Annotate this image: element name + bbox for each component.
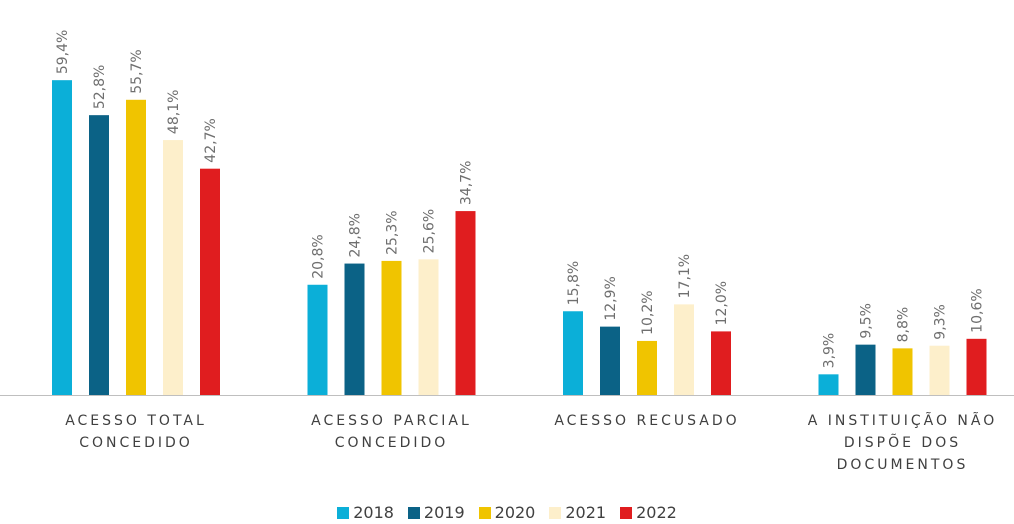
legend-swatch xyxy=(549,506,562,519)
legend-swatch xyxy=(478,506,491,519)
value-label: 25,3% xyxy=(385,210,401,254)
bar xyxy=(674,304,694,395)
bar xyxy=(307,284,328,395)
bar xyxy=(455,211,476,395)
bar xyxy=(344,263,365,395)
legend-label: 2021 xyxy=(565,503,607,522)
legend-item: 2021 xyxy=(549,503,606,522)
bar xyxy=(52,80,72,396)
bar xyxy=(711,331,731,395)
value-label: 42,7% xyxy=(203,118,219,162)
legend-item: 2019 xyxy=(407,503,465,522)
category-label: ACESSO RECUSADO xyxy=(554,413,740,429)
value-label: 55,7% xyxy=(129,49,145,93)
bar xyxy=(89,115,109,395)
value-label: 12,0% xyxy=(714,281,730,325)
bar xyxy=(600,326,620,395)
value-label: 8,8% xyxy=(896,307,912,343)
value-label: 20,8% xyxy=(311,234,327,278)
bar xyxy=(855,344,876,395)
bar xyxy=(418,259,439,395)
bar xyxy=(163,140,183,395)
legend-item: 2018 xyxy=(337,503,394,522)
category-label: A INSTITUIÇÃO NÃO DISPÕE DOS DOCUMENTOS xyxy=(807,413,998,473)
bar xyxy=(892,348,913,395)
legend-item: 2020 xyxy=(478,503,536,522)
legend-swatch xyxy=(407,506,420,519)
value-label: 48,1% xyxy=(166,90,182,134)
legend-label: 2022 xyxy=(636,503,677,522)
value-label: 15,8% xyxy=(566,261,582,305)
bar xyxy=(929,345,950,395)
value-label: 25,6% xyxy=(422,209,438,253)
value-label: 59,4% xyxy=(55,30,71,74)
bar xyxy=(381,260,402,395)
legend-swatch xyxy=(337,506,350,519)
bar xyxy=(818,374,839,395)
category-label: ACESSO TOTAL CONCEDIDO xyxy=(65,413,207,451)
value-label: 12,9% xyxy=(603,276,619,320)
legend-swatch xyxy=(620,506,633,519)
value-label: 17,1% xyxy=(677,254,693,298)
value-label: 34,7% xyxy=(459,161,475,205)
bar xyxy=(563,311,583,395)
value-label: 24,8% xyxy=(348,213,364,257)
value-label: 3,9% xyxy=(822,333,838,369)
value-label: 10,6% xyxy=(970,288,986,332)
legend: 2018 2019 2020 2021 2022 xyxy=(0,503,1014,522)
value-label: 10,2% xyxy=(640,290,656,334)
bar xyxy=(126,99,146,395)
bar xyxy=(637,340,657,395)
bar xyxy=(966,338,987,395)
legend-label: 2020 xyxy=(494,503,536,522)
value-label: 52,8% xyxy=(92,65,108,109)
value-label: 9,3% xyxy=(933,304,949,340)
legend-label: 2019 xyxy=(423,503,465,522)
legend-label: 2018 xyxy=(353,503,394,522)
legend-item: 2022 xyxy=(620,503,677,522)
category-label: ACESSO PARCIAL CONCEDIDO xyxy=(311,413,472,451)
bar xyxy=(200,168,220,395)
value-label: 9,5% xyxy=(859,303,875,339)
